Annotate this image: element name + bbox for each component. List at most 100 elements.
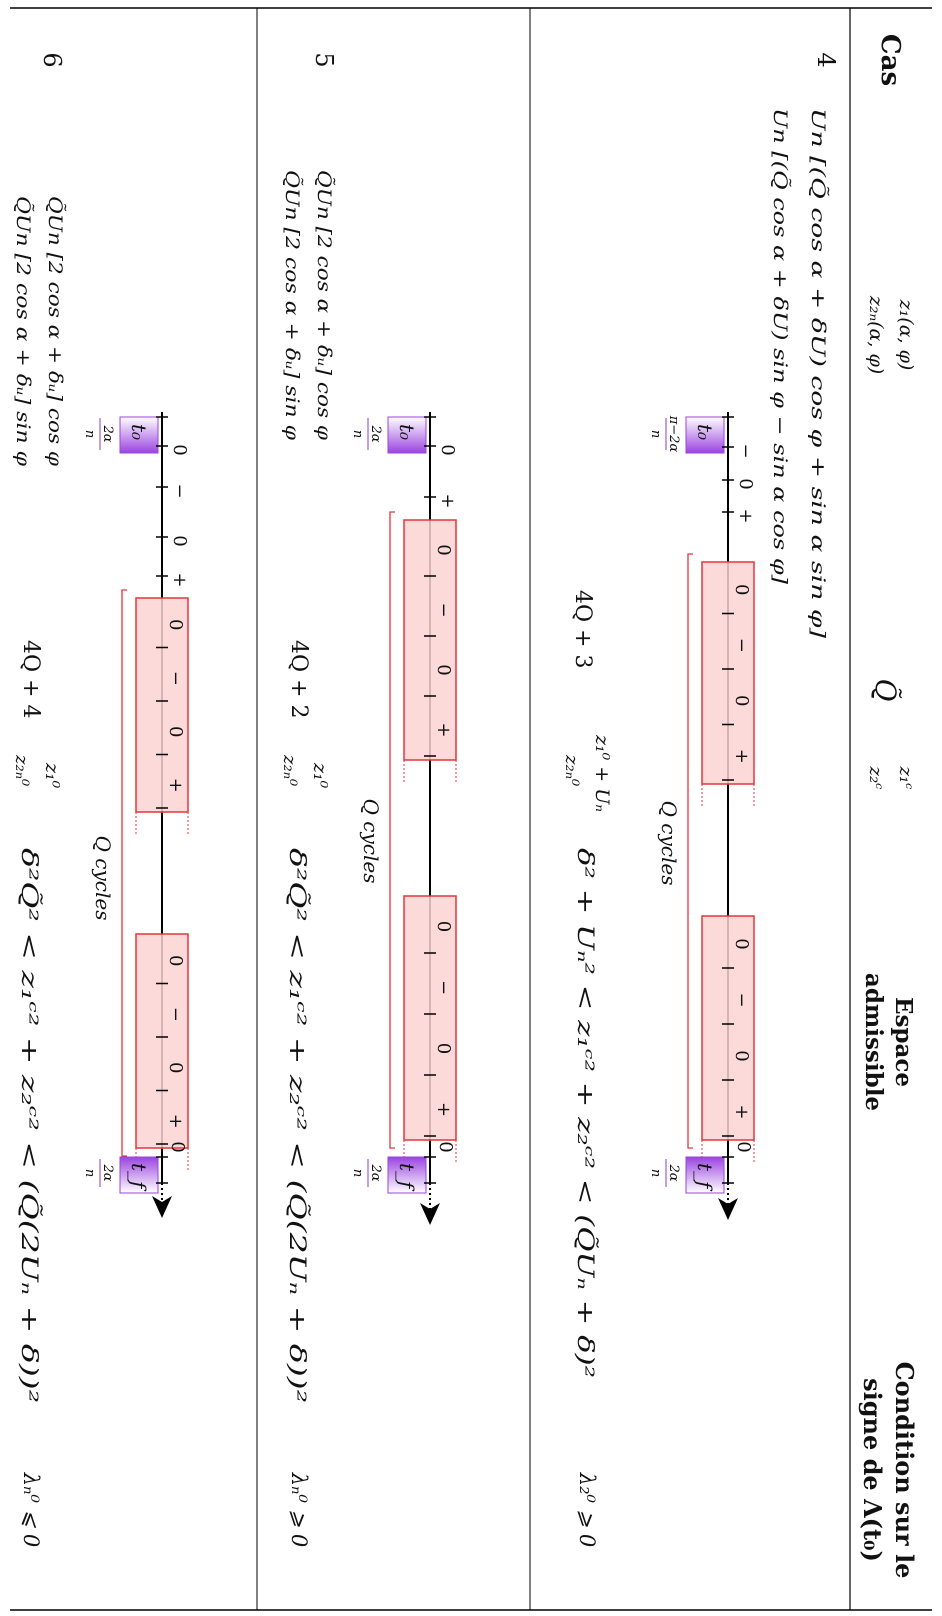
sign-label: −: [169, 483, 190, 498]
end-sign-label: 0: [733, 1141, 754, 1152]
tf-marker-box: [387, 1156, 427, 1194]
table-row-cas-5: 5 Q̃Un [2 cos α + δᵤ] cos φ Q̃Un [2 cos …: [279, 52, 458, 1547]
tf-fraction-numerator: 2α: [368, 1163, 383, 1181]
t0-fraction-denominator: n: [82, 430, 97, 438]
row-q-value: 4Q + 3: [570, 590, 595, 668]
table-header: Cas z₁(α, φ) z₂ₙ(α, φ) Q̃ z₁ᶜ z₂ᶜ Espace…: [858, 34, 919, 1579]
row-zc-1: z₁⁰: [41, 762, 63, 789]
header-espace: Espace: [890, 997, 917, 1087]
header-z2n: z₂ₙ(α, φ): [865, 295, 887, 374]
row-espace-expression: δ²Q̃² < z₁ᶜ² + z₂ᶜ² < (Q̃(2Uₙ + δ))²: [284, 848, 310, 1403]
cycle-box: [701, 561, 755, 785]
tf-marker-box: [119, 1156, 159, 1194]
end-sign-label: 0: [167, 1141, 188, 1152]
sign-label: 0: [735, 478, 756, 489]
t0-fraction-numerator: 2α: [100, 424, 115, 442]
row-espace-expression: δ² + Uₙ² < z₁ᶜ² + z₂ᶜ² < (Q̃Uₙ + δ)²: [572, 848, 598, 1378]
tf-label: t_f: [127, 1163, 151, 1192]
sign-label: 0: [731, 938, 752, 949]
sign-label: +: [165, 778, 186, 793]
row-q-value: 4Q + 2: [286, 640, 311, 718]
tf-marker-box: [685, 1156, 725, 1194]
header-z1: z₁(α, φ): [895, 299, 917, 371]
header-cas: Cas: [875, 34, 905, 86]
row-zc-2: z₂ₙ⁰: [11, 754, 32, 786]
row-z2n-expression: Q̃Un [2 cos α + δᵤ] sin φ: [12, 196, 34, 467]
cycles-label: Q cycles: [359, 799, 383, 884]
sign-label: 0: [433, 1043, 454, 1054]
sign-label: −: [433, 980, 454, 995]
row-cas-label: 5: [310, 52, 338, 67]
sign-label: −: [731, 638, 752, 653]
header-z1c: z₁ᶜ: [895, 765, 916, 789]
row-cas-label: 6: [38, 52, 66, 67]
header-q: Q̃: [869, 679, 902, 702]
sign-label: 0: [433, 921, 454, 932]
end-sign-label: 0: [435, 1141, 456, 1152]
timeline-arrowhead: [718, 1198, 738, 1220]
tf-fraction-numerator: 2α: [666, 1163, 681, 1181]
sign-label: 0: [433, 664, 454, 675]
sign-label: +: [169, 572, 190, 587]
sign-label: 0: [165, 955, 186, 966]
row-z1-expression: Un [(Q̃ cos α + δU) cos φ + sin α sin φ]: [807, 108, 829, 639]
sign-label: +: [437, 493, 458, 508]
cycles-bracket: [687, 553, 693, 1149]
header-admissible: admissible: [860, 973, 887, 1111]
t0-label: t₀: [127, 424, 151, 440]
tf-fraction-denominator: n: [82, 1169, 97, 1177]
row-condition: λₙ⁰ ⩾ 0: [287, 1472, 311, 1548]
rotated-table: Cas z₁(α, φ) z₂ₙ(α, φ) Q̃ z₁ᶜ z₂ᶜ Espace…: [10, 7, 932, 1611]
cycle-box: [403, 895, 457, 1141]
row-z2n-expression: Un [(Q̃ cos α + δU) sin φ − sin α cos φ]: [769, 108, 791, 585]
row-zc-1: z₁⁰ + Uₙ: [591, 734, 613, 812]
cycle-box: [135, 597, 189, 813]
row-q-value: 4Q + 4: [18, 640, 43, 718]
sign-label: 0: [433, 544, 454, 555]
cycle-box: [135, 933, 189, 1149]
sign-label: −: [433, 602, 454, 617]
row-condition: λₙ⁰ ⩽ 0: [19, 1472, 43, 1548]
sign-label: 0: [731, 1050, 752, 1061]
sign-label: 0: [165, 1062, 186, 1073]
row-z1-expression: Q̃Un [2 cos α + δᵤ] cos φ: [44, 196, 66, 467]
timeline-arrowhead: [420, 1203, 440, 1225]
sign-label: +: [735, 508, 756, 523]
row-zc-2: z₂ₙ⁰: [561, 754, 582, 786]
sign-label: 0: [169, 444, 190, 455]
tf-label: t_f: [693, 1163, 717, 1192]
sign-label: −: [165, 671, 186, 686]
sign-label: 0: [437, 444, 458, 455]
cycle-box: [403, 519, 457, 761]
t0-label: t₀: [693, 424, 717, 440]
cycles-bracket: [389, 511, 395, 1149]
cycles-label: Q cycles: [91, 836, 115, 921]
t0-label: t₀: [395, 424, 419, 440]
row-espace-expression: δ²Q̃² < z₁ᶜ² + z₂ᶜ² < (Q̃(2Uₙ + δ))²: [16, 848, 42, 1403]
sign-label: +: [165, 1114, 186, 1129]
t0-marker-box: [685, 416, 725, 454]
t0-fraction-denominator: n: [350, 430, 365, 438]
header-z2c: z₂ᶜ: [865, 765, 886, 789]
sign-label: +: [433, 1102, 454, 1117]
sign-label: 0: [731, 695, 752, 706]
tf-label: t_f: [395, 1163, 419, 1192]
cycles-label: Q cycles: [657, 801, 681, 886]
row-cas-label: 4: [812, 52, 840, 67]
t0-marker-box: [387, 416, 427, 454]
cycle-box: [701, 915, 755, 1141]
sign-label: −: [735, 443, 756, 458]
tf-fraction-denominator: n: [648, 1169, 663, 1177]
sign-label: +: [731, 1104, 752, 1119]
sign-label: 0: [731, 584, 752, 595]
row-zc-2: z₂ₙ⁰: [279, 754, 300, 786]
sign-label: 0: [165, 619, 186, 630]
row-z1-expression: Q̃Un [2 cos α + δᵤ] cos φ: [313, 170, 335, 441]
table-row-cas-4: 4 Un [(Q̃ cos α + δU) cos φ + sin α sin …: [561, 52, 840, 1547]
header-signe: signe de Λ(t₀): [858, 1378, 887, 1562]
table-rules: [10, 7, 932, 1611]
